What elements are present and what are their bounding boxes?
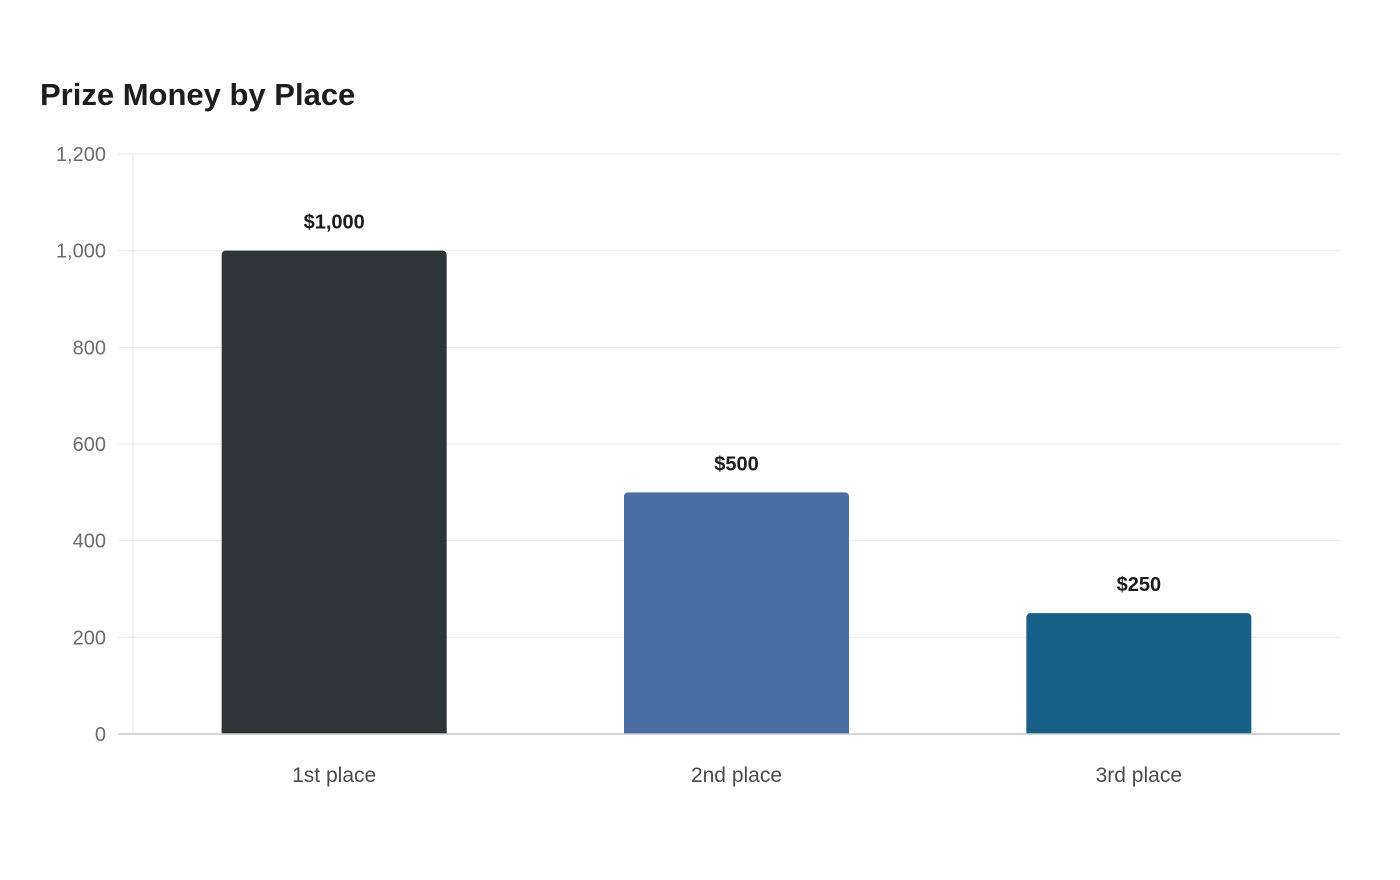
y-tick-label: 800 [73,337,106,359]
bar [221,250,447,734]
x-axis-ticks: 1st place 2nd place 3rd place [118,733,1340,787]
bars [221,250,1252,734]
x-tick-label: 3rd place [1096,764,1182,787]
y-tick-label: 400 [73,531,106,553]
data-label: $250 [1117,574,1162,596]
y-tick-label: 600 [73,434,106,456]
bar [1026,613,1252,734]
bar-base [221,728,447,734]
y-tick-label: 0 [95,724,106,746]
y-tick-label: 1,000 [56,241,106,263]
data-label: $500 [714,453,759,475]
bar-base [1026,728,1252,734]
y-axis-ticks: 0 200 400 600 800 1,000 1,200 [56,144,106,746]
y-tick-label: 200 [73,627,106,649]
bar [624,492,849,734]
y-tick-label: 1,200 [56,144,106,166]
chart-title: Prize Money by Place [40,77,356,112]
x-tick-label: 2nd place [691,764,782,787]
x-tick-label: 1st place [292,764,376,787]
data-label: $1,000 [304,212,365,234]
bar-base [624,728,849,734]
data-labels: $1,000 $500 $250 [304,212,1162,597]
